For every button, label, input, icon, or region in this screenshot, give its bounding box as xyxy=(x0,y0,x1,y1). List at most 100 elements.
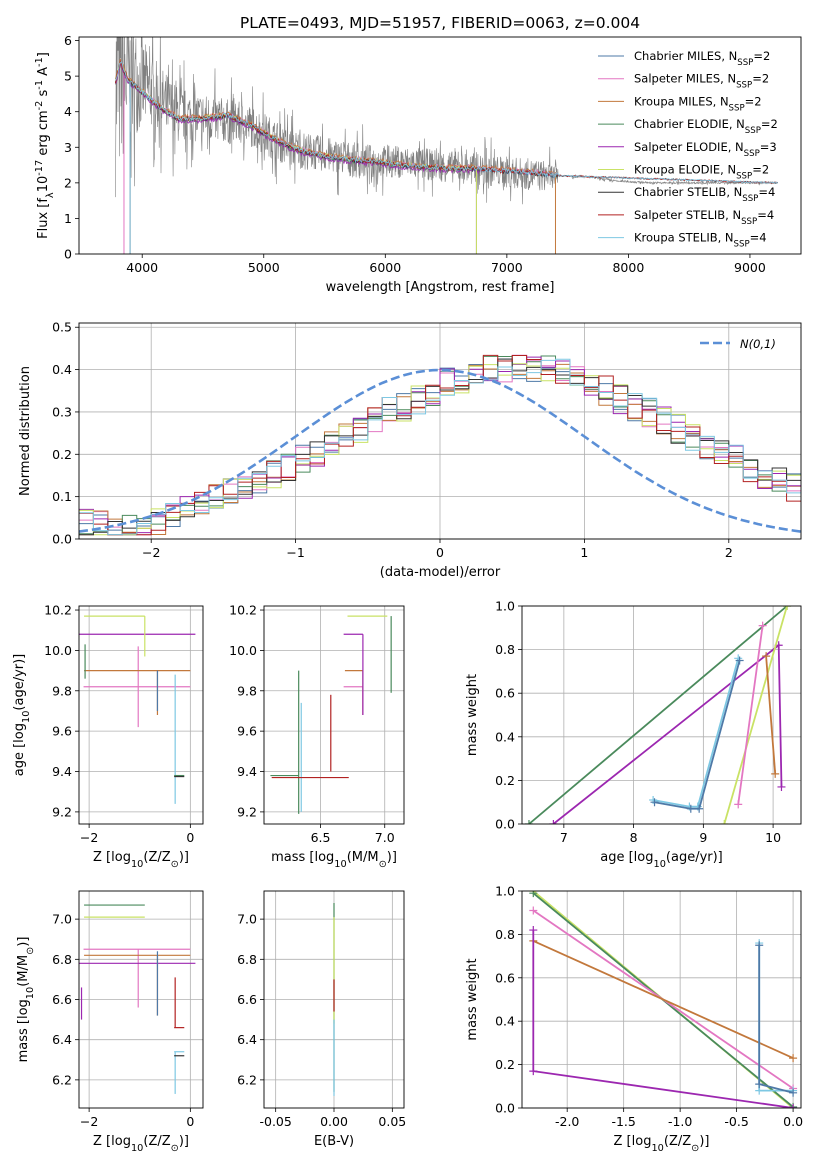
y-tick-label: 0.1 xyxy=(52,489,72,504)
label-run: 10 xyxy=(334,859,346,870)
x-tick-label: 0 xyxy=(186,1114,194,1129)
residuals-axes: −2 −1 0 1 2 0.0 0.1 0.2 0.3 0.4 0.5 (data-model)/er… xyxy=(18,320,802,580)
x-tick-label: -1.0 xyxy=(668,1114,692,1129)
x-tick-label: 7000 xyxy=(491,260,523,275)
axes-frame xyxy=(263,890,405,1109)
x-tick-label: −2 xyxy=(80,830,98,845)
y-tick-label: 9.6 xyxy=(237,724,257,739)
label-run: Z [log xyxy=(614,1134,652,1149)
label-run: Salpeter MILES, N xyxy=(634,72,736,86)
axes-frame xyxy=(521,890,802,1109)
label-run: Salpeter STELIB, N xyxy=(634,208,741,222)
x-tick-label: 0.0 xyxy=(783,1114,803,1129)
label-run: 10 xyxy=(21,711,32,723)
y-tick-label: 7.0 xyxy=(52,912,72,927)
label-run: ⊙ xyxy=(691,1143,699,1154)
y-axis-label: mass weight xyxy=(465,958,480,1040)
x-axis-label: Z [log10(Z/Z⊙)] xyxy=(614,1134,710,1154)
weight-line xyxy=(652,658,740,808)
y-tick-label: 6 xyxy=(64,33,72,48)
label-run: =4 xyxy=(758,185,775,199)
weight-point-marker xyxy=(529,1067,538,1076)
label-run: =2 xyxy=(753,49,770,63)
axes-frame xyxy=(78,605,204,825)
x-tick-label: -0.5 xyxy=(724,1114,748,1129)
x-tick-label: 4000 xyxy=(126,260,158,275)
x-tick-label: 9 xyxy=(699,830,707,845)
x-axis-label: mass [log10(M/M⊙)] xyxy=(271,850,397,870)
axes-frame xyxy=(78,36,802,255)
y-axis-label: age [log10(age/yr)] xyxy=(12,654,32,777)
gridlines xyxy=(264,606,404,824)
y-tick-label: 6.8 xyxy=(52,952,72,967)
label-run: =3 xyxy=(760,140,777,154)
weight-vs-z-axes: -2.0 -1.5 -1.0 -0.5 0.0 0.0 0.2 0.4 0.6 0.8 1.0 Z [… xyxy=(465,884,803,1154)
label-run: ] xyxy=(36,52,51,57)
y-tick-label: 9.8 xyxy=(52,683,72,698)
plot-area xyxy=(79,615,196,804)
plot-area xyxy=(79,354,801,539)
legend-label: Salpeter ELODIE, NSSP=3 xyxy=(634,140,777,159)
weight-point-marker xyxy=(734,654,743,663)
label-run: 10 xyxy=(25,987,36,999)
legend-label: Chabrier ELODIE, NSSP=2 xyxy=(634,117,778,136)
label-run: wavelength [Angstrom, rest frame] xyxy=(326,280,555,295)
y-tick-label: 0.2 xyxy=(52,447,72,462)
label-run: (Z/Z xyxy=(143,850,170,865)
weight-point-marker xyxy=(529,926,538,935)
figure-title: PLATE=0493, MJD=51957, FIBERID=0063, z=0… xyxy=(240,14,640,32)
weight-point-marker xyxy=(735,656,744,665)
label-run: age [log xyxy=(600,850,653,865)
age-vs-mass-axes: 6.5 7.0 9.2 9.4 9.6 9.8 10.0 10.2 mass [log10(M/… xyxy=(229,603,405,870)
label-run: Chabrier ELODIE, N xyxy=(634,117,745,131)
label-run: mass [log xyxy=(16,999,31,1062)
mass-vs-ebv-axes: -0.05 0.00 0.05 6.2 6.4 6.6 6.8 7.0 E(B-V) xyxy=(237,890,406,1149)
label-run: (M/M xyxy=(347,850,379,865)
legend-label: N(0,1) xyxy=(740,337,776,351)
label-run: Normed distribution xyxy=(18,366,33,496)
weight-line xyxy=(737,625,764,805)
plot-area xyxy=(115,37,779,254)
y-tick-label: 0.2 xyxy=(495,773,515,788)
label-run: -17 xyxy=(34,160,45,176)
y-tick-label: 0.0 xyxy=(495,1101,515,1116)
label-run: E(B-V) xyxy=(314,1134,354,1149)
x-axis-label: Z [log10(Z/Z⊙)] xyxy=(93,1134,189,1154)
legend-label: Kroupa MILES, NSSP=2 xyxy=(634,94,762,113)
x-tick-label: -2.0 xyxy=(555,1114,579,1129)
label-run: age [log xyxy=(12,723,27,776)
label-run: -1 xyxy=(34,80,45,90)
y-axis-label: Normed distribution xyxy=(18,366,33,496)
weight-point-marker xyxy=(524,820,533,824)
weight-line xyxy=(758,945,794,1094)
x-tick-label: 7 xyxy=(560,830,568,845)
x-axis-label: (data-model)/error xyxy=(380,565,501,580)
weight-point-marker xyxy=(771,769,780,778)
x-tick-label: 9000 xyxy=(734,260,766,275)
y-tick-label: 0.8 xyxy=(495,642,515,657)
label-run: SSP xyxy=(742,194,758,204)
label-run: 10 xyxy=(651,1143,663,1154)
plot-area xyxy=(524,606,792,824)
label-run: -2 xyxy=(34,101,45,111)
label-run: )] xyxy=(387,850,397,865)
x-axis-label: wavelength [Angstrom, rest frame] xyxy=(326,280,555,295)
residual-histogram xyxy=(79,354,801,539)
x-axis-label: E(B-V) xyxy=(314,1134,354,1149)
label-run: SSP xyxy=(745,126,761,136)
weight-point-marker xyxy=(762,652,771,661)
label-run: ⊙ xyxy=(171,859,179,870)
label-run: N(0,1) xyxy=(740,337,776,351)
label-run: A xyxy=(36,67,51,80)
y-tick-label: 1.0 xyxy=(495,599,515,614)
y-axis-label: Flux [fλ10-17 erg cm-2 s-1 A-1] xyxy=(34,52,56,239)
y-tick-label: 0.4 xyxy=(52,362,72,377)
y-tick-label: 6.8 xyxy=(237,952,257,967)
weight-point-marker xyxy=(758,621,767,630)
label-run: 10 xyxy=(36,176,51,193)
x-tick-label: 0 xyxy=(436,545,444,560)
weight-line xyxy=(765,656,777,774)
model-spectrum-line xyxy=(115,63,481,173)
